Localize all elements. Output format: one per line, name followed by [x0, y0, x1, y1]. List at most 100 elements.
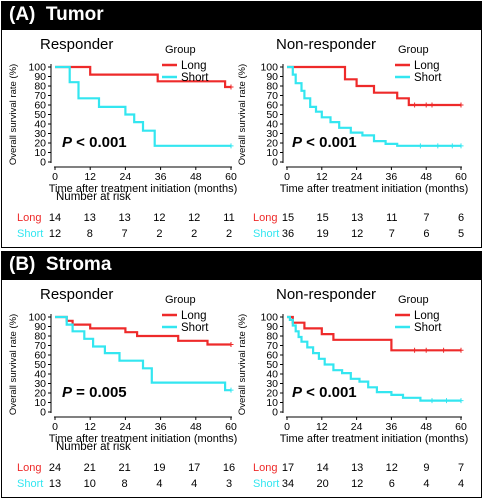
- y-tick-label: 0: [40, 157, 46, 169]
- risk-count-long: 7: [458, 462, 464, 474]
- panel-tumor: (A) Tumor: [1, 1, 482, 248]
- y-tick-label: 100: [28, 62, 46, 74]
- y-tick-label: 50: [266, 359, 278, 371]
- y-tick-label: 60: [34, 100, 46, 112]
- y-tick-label: 80: [266, 331, 278, 343]
- censor-mark: [228, 387, 234, 393]
- x-tick-label: 36: [155, 421, 167, 433]
- x-tick-label: 24: [351, 421, 363, 433]
- risk-count-short: 13: [49, 478, 61, 490]
- y-tick-label: 60: [266, 350, 278, 362]
- censor-mark: [423, 347, 429, 353]
- censor-mark: [458, 102, 464, 108]
- y-tick-label: 30: [266, 128, 278, 140]
- series-line-long: [55, 315, 231, 346]
- censor-mark: [228, 84, 234, 90]
- risk-count-long: 21: [84, 462, 96, 474]
- censor-mark: [417, 143, 423, 149]
- censor-mark: [449, 143, 455, 149]
- risk-count-long: 17: [282, 462, 294, 474]
- risk-count-long: 17: [188, 462, 200, 474]
- legend-label-short: Short: [181, 322, 209, 334]
- risk-count-long: 15: [316, 212, 328, 224]
- y-tick-label: 40: [34, 369, 46, 381]
- chart-title: Responder: [40, 36, 113, 53]
- risk-count-short: 20: [316, 478, 328, 490]
- risk-count-long: 13: [351, 212, 363, 224]
- risk-count-short: 10: [84, 478, 96, 490]
- series-line-long: [55, 65, 231, 89]
- x-tick-label: 12: [84, 421, 96, 433]
- y-axis-title: Overall survival rate (%): [8, 314, 19, 415]
- risk-count-short: 7: [389, 228, 395, 240]
- censor-mark: [423, 102, 429, 108]
- risk-label-long: Long: [17, 212, 41, 224]
- legend-label-long: Long: [181, 60, 207, 72]
- legend-label-short: Short: [414, 322, 442, 334]
- y-tick-label: 60: [34, 350, 46, 362]
- x-tick-label: 0: [284, 171, 290, 183]
- legend-label-long: Long: [414, 60, 440, 72]
- y-tick-label: 40: [266, 369, 278, 381]
- x-axis-title: Time after treatment initiation (months): [280, 433, 469, 445]
- series-line-short: [55, 65, 231, 147]
- x-tick-label: 24: [351, 171, 363, 183]
- risk-label-long: Long: [17, 462, 41, 474]
- y-tick-label: 80: [34, 81, 46, 93]
- x-tick-label: 0: [52, 171, 58, 183]
- risk-count-long: 14: [49, 212, 61, 224]
- series-line-short: [287, 65, 461, 147]
- risk-count-short: 3: [226, 478, 232, 490]
- risk-count-long: 12: [188, 212, 200, 224]
- x-tick-label: 48: [420, 421, 432, 433]
- legend-title: Group: [165, 44, 196, 56]
- risk-count-long: 13: [351, 462, 363, 474]
- series-line-short: [55, 315, 231, 392]
- chart-title: Non-responder: [276, 286, 376, 303]
- risk-count-long: 13: [118, 212, 130, 224]
- censor-mark: [458, 398, 464, 404]
- risk-count-long: 11: [223, 212, 234, 224]
- risk-count-short: 4: [191, 478, 197, 490]
- risk-count-short: 2: [226, 228, 232, 240]
- series-line-short: [287, 315, 461, 402]
- y-tick-label: 0: [272, 157, 278, 169]
- censor-mark: [228, 342, 234, 348]
- risk-count-short: 4: [423, 478, 429, 490]
- risk-count-short: 7: [122, 228, 128, 240]
- y-tick-label: 90: [266, 71, 278, 83]
- censor-mark: [228, 143, 234, 149]
- risk-label-short: Short: [17, 478, 43, 490]
- x-tick-label: 60: [225, 171, 237, 183]
- risk-count-long: 16: [223, 462, 235, 474]
- y-tick-label: 30: [34, 128, 46, 140]
- censor-mark: [429, 102, 435, 108]
- y-tick-label: 30: [266, 378, 278, 390]
- x-axis-title: Time after treatment initiation (months): [49, 183, 238, 195]
- censor-mark: [429, 398, 435, 404]
- risk-count-long: 6: [458, 212, 464, 224]
- y-tick-label: 20: [266, 388, 278, 400]
- y-tick-label: 70: [266, 90, 278, 102]
- risk-count-long: 11: [386, 212, 397, 224]
- x-tick-label: 12: [84, 171, 96, 183]
- risk-count-short: 19: [316, 228, 328, 240]
- risk-count-short: 4: [156, 478, 162, 490]
- y-tick-label: 90: [34, 321, 46, 333]
- risk-label-short: Short: [253, 478, 279, 490]
- chart-title: Non-responder: [276, 36, 376, 53]
- censor-mark: [458, 347, 464, 353]
- legend-title: Group: [165, 294, 196, 306]
- risk-count-short: 8: [87, 228, 93, 240]
- p-value-text: < 0.001: [302, 384, 357, 401]
- p-value: P < 0.001: [292, 384, 357, 401]
- y-tick-label: 50: [34, 359, 46, 371]
- y-tick-label: 70: [34, 340, 46, 352]
- x-tick-label: 0: [284, 421, 290, 433]
- y-tick-label: 10: [34, 147, 46, 159]
- censor-mark: [441, 347, 447, 353]
- legend-label-short: Short: [181, 72, 209, 84]
- risk-count-short: 36: [282, 228, 294, 240]
